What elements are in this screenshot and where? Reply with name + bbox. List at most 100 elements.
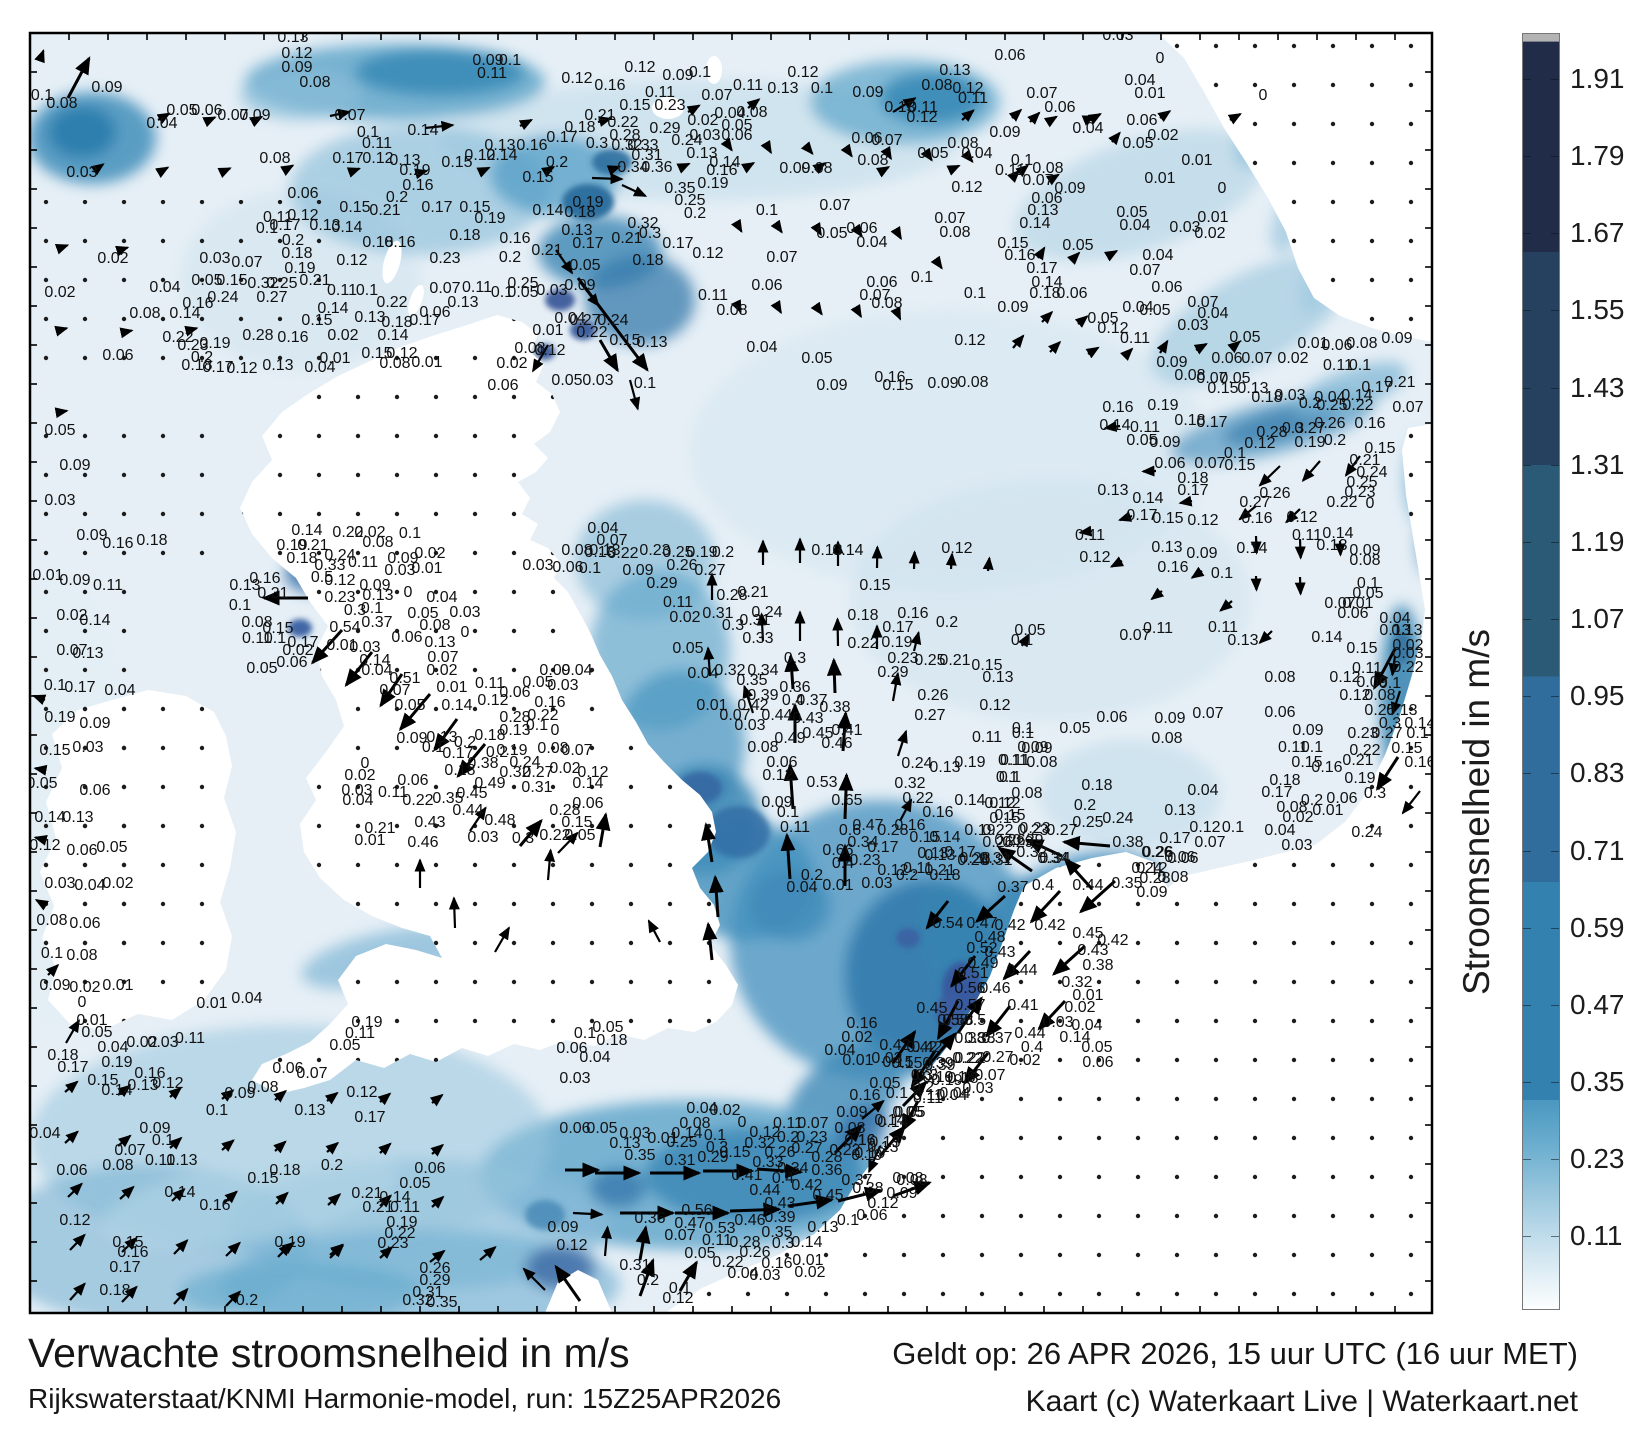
current-arrow xyxy=(1103,421,1121,432)
speed-value-label: 0.09 xyxy=(547,1219,578,1236)
speed-value-label: 0.24 xyxy=(901,755,932,772)
speed-value-label: 0.12 xyxy=(226,360,257,377)
current-arrow xyxy=(930,255,943,270)
current-arrow xyxy=(273,1089,288,1103)
colorbar-tick-mark xyxy=(1551,696,1559,698)
speed-value-label: 0.23 xyxy=(654,97,685,114)
speed-value-label: 0.15 xyxy=(609,332,640,349)
speed-value-label: 0.35 xyxy=(1111,875,1142,892)
speed-value-label: 0.14 xyxy=(441,697,472,714)
current-arrow xyxy=(686,104,701,116)
figure-title: Verwachte stroomsnelheid in m/s xyxy=(28,1330,630,1376)
speed-value-label: 0.18 xyxy=(564,204,595,221)
speed-value-label: 0.05 xyxy=(1014,622,1045,639)
speed-value-label: 0.04 xyxy=(1142,247,1173,264)
speed-value-label: 0.01 xyxy=(822,877,853,894)
speed-value-label: 0.25 xyxy=(1316,397,1347,414)
colorbar xyxy=(1522,33,1560,1310)
speed-value-label: 0.24 xyxy=(597,312,628,329)
speed-value-label: 0.04 xyxy=(824,1042,855,1059)
speed-value-label: 0.44 xyxy=(452,802,483,819)
speed-value-label: 0.12 xyxy=(1189,819,1220,836)
speed-value-label: 0.04 xyxy=(1071,1017,1102,1034)
speed-value-label: 0.06 xyxy=(287,185,318,202)
colorbar-tick-mark xyxy=(1523,387,1531,389)
current-arrow xyxy=(173,1239,189,1255)
speed-value-label: 0.13 xyxy=(1379,622,1410,639)
current-arrow xyxy=(926,1031,957,1067)
speed-value-label: 0.02 xyxy=(344,767,375,784)
speed-value-label: 0.06 xyxy=(66,842,97,859)
valid-time: Geldt op: 26 APR 2026, 15 uur UTC (16 uu… xyxy=(892,1336,1578,1371)
speed-value-label: 0.24 xyxy=(324,547,355,564)
speed-value-label: 0.2 xyxy=(282,232,304,249)
speed-value-label: 0.1 xyxy=(44,677,66,694)
speed-value-label: 0.07 xyxy=(1187,294,1218,311)
speed-value-label: 0.06 xyxy=(1264,704,1295,721)
current-arrow xyxy=(377,1092,392,1106)
speed-value-label: 0.47 xyxy=(674,1215,705,1232)
current-arrow xyxy=(379,673,404,708)
speed-value-label: 0.12 xyxy=(1244,435,1275,452)
current-arrow xyxy=(946,164,961,176)
speed-value-label: 0.43 xyxy=(414,814,445,831)
speed-value-label: 0.07 xyxy=(974,1067,1005,1084)
current-arrow xyxy=(54,325,69,337)
current-arrow xyxy=(280,164,295,176)
current-arrow xyxy=(1045,173,1060,186)
speed-value-label: 0.29 xyxy=(1012,832,1043,849)
speed-value-label: 0 xyxy=(78,994,87,1011)
speed-value-label: 0.3 xyxy=(639,225,661,242)
speed-value-label: 0.23 xyxy=(429,250,460,267)
current-arrow xyxy=(119,327,134,339)
current-arrow xyxy=(1047,340,1062,355)
speed-value-label: 0.23 xyxy=(324,589,355,606)
speed-value-label: 0.4 xyxy=(1021,1039,1043,1056)
speed-value-label: 0.17 xyxy=(442,745,473,762)
current-arrow xyxy=(217,167,232,179)
speed-value-label: 0.08 xyxy=(1276,799,1307,816)
speed-value-label: 0.06 xyxy=(751,277,782,294)
speed-value-label: 0.11 xyxy=(1278,739,1308,756)
colorbar-tick-mark xyxy=(1551,541,1559,543)
speed-value-label: 0.37 xyxy=(796,692,827,709)
speed-value-label: 0.01 xyxy=(1072,987,1103,1004)
speed-value-label: 0.43 xyxy=(1077,942,1108,959)
speed-value-label: 0.24 xyxy=(509,754,540,771)
speed-value-label: 0.24 xyxy=(1102,810,1133,827)
speed-value-label: 0.49 xyxy=(474,775,505,792)
speed-value-label: 0.15 xyxy=(1152,510,1183,527)
current-arrow xyxy=(424,120,455,132)
speed-value-label: 0.06 xyxy=(559,1120,590,1137)
speed-value-label: 0.14 xyxy=(407,122,438,139)
speed-value-label: 0.02 xyxy=(97,250,128,267)
current-arrow xyxy=(90,163,105,176)
speed-value-label: 0.16 xyxy=(846,1015,877,1032)
speed-value-label: 0.04 xyxy=(1119,217,1150,234)
speed-value-label: 0.17 xyxy=(269,217,300,234)
current-arrow xyxy=(878,1125,906,1157)
speed-value-label: 0.08 xyxy=(46,95,77,112)
current-arrow xyxy=(1219,599,1233,612)
current-arrow xyxy=(1294,538,1306,560)
speed-value-label: 0.1 xyxy=(574,1025,596,1042)
current-arrow xyxy=(479,1246,497,1261)
speed-value-label: 0.09 xyxy=(852,84,883,101)
current-arrow xyxy=(1018,633,1030,648)
speed-value-label: 0.18 xyxy=(136,532,167,549)
speed-value-label: 0.12 xyxy=(346,1084,377,1101)
speed-value-label: 0.32 xyxy=(744,1135,775,1152)
speed-value-label: 0.33 xyxy=(627,137,658,154)
current-arrow xyxy=(720,137,733,152)
speed-value-label: 0.13 xyxy=(447,294,478,311)
current-arrow xyxy=(1227,340,1242,354)
speed-value-label: 0.09 xyxy=(59,572,90,589)
current-arrow xyxy=(1157,110,1172,123)
speed-value-label: 0.11 xyxy=(1120,330,1150,347)
speed-value-label: 0.26 xyxy=(1142,844,1173,861)
speed-value-label: 0.12 xyxy=(867,1195,898,1212)
current-arrow xyxy=(156,112,171,124)
speed-value-label: 0.23 xyxy=(177,337,208,354)
speed-value-label: 0.17 xyxy=(1126,507,1157,524)
speed-value-label: 0.04 xyxy=(146,115,177,132)
